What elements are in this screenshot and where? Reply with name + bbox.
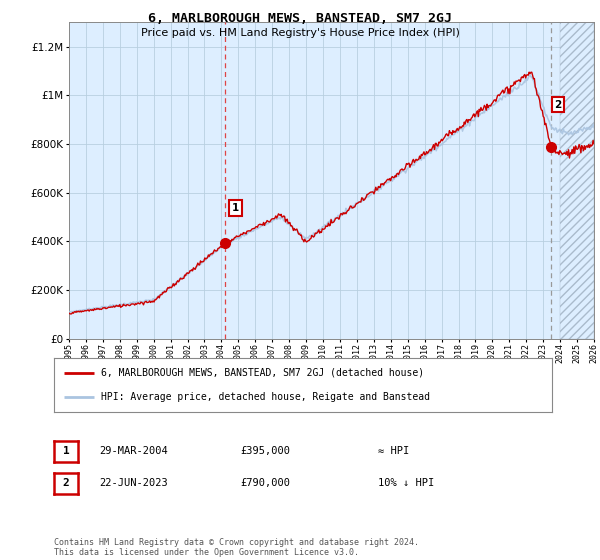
Text: £790,000: £790,000 xyxy=(240,478,290,488)
Text: ≈ HPI: ≈ HPI xyxy=(378,446,409,456)
Text: 6, MARLBOROUGH MEWS, BANSTEAD, SM7 2GJ: 6, MARLBOROUGH MEWS, BANSTEAD, SM7 2GJ xyxy=(148,12,452,25)
Text: 2: 2 xyxy=(62,478,70,488)
Text: Price paid vs. HM Land Registry's House Price Index (HPI): Price paid vs. HM Land Registry's House … xyxy=(140,28,460,38)
Text: 2: 2 xyxy=(554,100,562,110)
Text: £395,000: £395,000 xyxy=(240,446,290,456)
Text: 10% ↓ HPI: 10% ↓ HPI xyxy=(378,478,434,488)
Text: 29-MAR-2004: 29-MAR-2004 xyxy=(99,446,168,456)
Text: 1: 1 xyxy=(232,203,239,213)
Text: Contains HM Land Registry data © Crown copyright and database right 2024.
This d: Contains HM Land Registry data © Crown c… xyxy=(54,538,419,557)
Text: HPI: Average price, detached house, Reigate and Banstead: HPI: Average price, detached house, Reig… xyxy=(101,392,430,402)
Bar xyxy=(560,22,594,339)
Text: 22-JUN-2023: 22-JUN-2023 xyxy=(99,478,168,488)
Text: 6, MARLBOROUGH MEWS, BANSTEAD, SM7 2GJ (detached house): 6, MARLBOROUGH MEWS, BANSTEAD, SM7 2GJ (… xyxy=(101,368,424,378)
Text: 1: 1 xyxy=(62,446,70,456)
